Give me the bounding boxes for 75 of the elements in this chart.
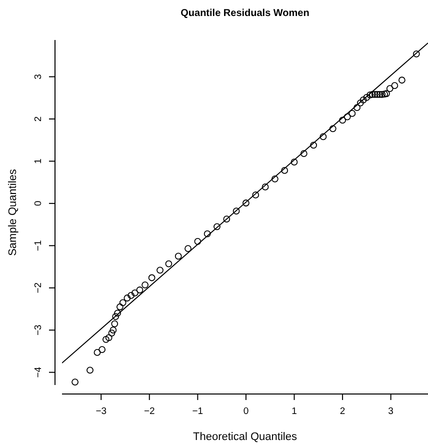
y-tick-label: 3 — [33, 74, 44, 80]
y-tick-label: −1 — [33, 240, 44, 252]
point — [344, 113, 351, 120]
point — [204, 230, 211, 238]
x-tick-label: −2 — [144, 406, 155, 417]
point — [156, 266, 164, 274]
point — [281, 167, 288, 174]
point — [194, 238, 202, 245]
x-tick-label: 0 — [243, 406, 249, 417]
point — [391, 82, 398, 90]
point — [214, 223, 220, 230]
point — [184, 245, 192, 252]
point — [136, 286, 144, 294]
point — [94, 349, 101, 356]
point — [412, 50, 420, 58]
point — [320, 133, 327, 140]
point — [398, 76, 406, 84]
x-tick-label: 1 — [292, 406, 297, 417]
y-tick-label: 0 — [33, 200, 44, 206]
point — [271, 175, 278, 182]
point — [242, 200, 250, 206]
point — [86, 366, 94, 374]
point — [114, 310, 121, 317]
point — [111, 320, 118, 328]
point — [174, 252, 182, 260]
point — [369, 91, 376, 98]
point — [223, 216, 230, 222]
chart-title: Quantile Residuals Women — [180, 8, 310, 19]
point — [376, 91, 384, 98]
point — [252, 192, 260, 198]
y-tick-label: −3 — [33, 324, 44, 336]
point — [119, 299, 126, 306]
point — [354, 104, 360, 112]
point — [110, 326, 117, 334]
point — [105, 334, 112, 342]
point — [108, 330, 116, 337]
point — [262, 184, 269, 190]
point — [360, 96, 367, 104]
point — [371, 91, 378, 98]
point — [124, 294, 131, 302]
point — [366, 91, 374, 98]
point — [102, 336, 110, 343]
point — [72, 378, 78, 386]
point — [112, 313, 120, 320]
point — [339, 116, 346, 124]
point — [290, 158, 298, 166]
point — [348, 110, 356, 117]
point — [356, 99, 364, 106]
point — [165, 260, 172, 268]
point — [378, 91, 386, 98]
point — [363, 94, 370, 101]
point — [374, 91, 381, 98]
y-tick-label: 2 — [33, 116, 44, 122]
point — [148, 274, 156, 282]
point — [383, 90, 390, 98]
x-tick-label: 3 — [388, 406, 394, 417]
point — [116, 303, 124, 310]
y-tick-label: 1 — [33, 158, 44, 164]
point — [329, 125, 336, 132]
x-tick-label: 2 — [340, 406, 346, 417]
x-tick-label: −1 — [192, 406, 204, 417]
point — [381, 90, 388, 98]
point — [386, 85, 394, 92]
point — [300, 150, 308, 158]
point — [142, 281, 148, 288]
y-tick-label: −2 — [33, 282, 44, 294]
point — [128, 292, 134, 299]
x-axis-title: Theoretical Quantiles — [193, 431, 298, 443]
y-tick-label: −4 — [33, 366, 44, 378]
point — [232, 208, 240, 214]
x-tick-label: −3 — [96, 406, 107, 417]
point — [98, 346, 106, 353]
point — [131, 289, 138, 296]
point — [310, 142, 318, 149]
y-axis-title: Sample Quantiles — [7, 168, 19, 256]
